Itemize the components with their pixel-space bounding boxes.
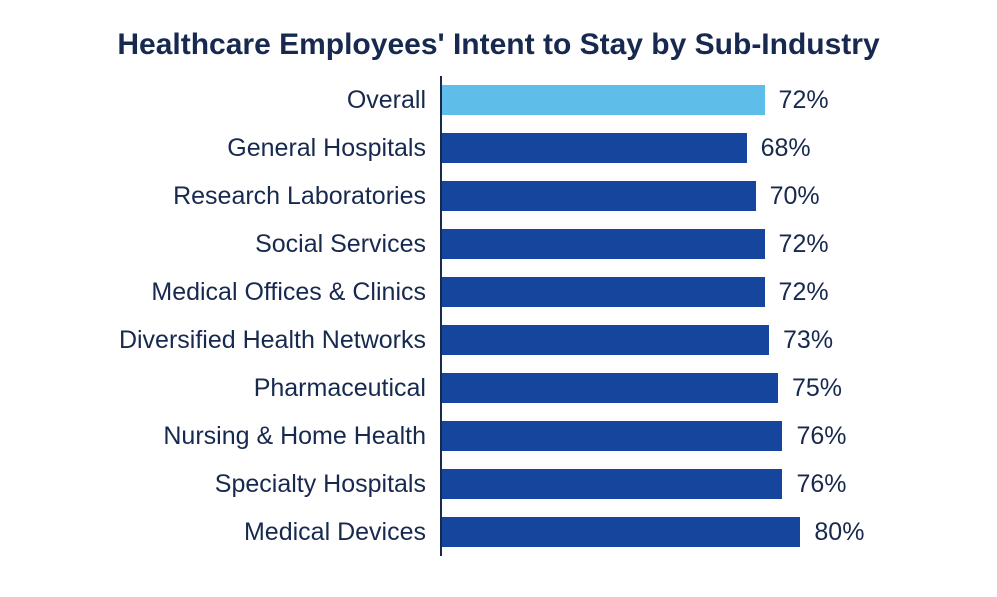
- bar-wrap: 76%: [440, 412, 937, 460]
- bar-wrap: 73%: [440, 316, 937, 364]
- bar-wrap: 70%: [440, 172, 937, 220]
- bars-area: Overall 72% General Hospitals 68% Research L…: [60, 76, 937, 556]
- row-label: Medical Devices: [60, 518, 440, 547]
- chart-row: General Hospitals 68%: [60, 124, 937, 172]
- bar-wrap: 75%: [440, 364, 937, 412]
- bar-wrap: 72%: [440, 220, 937, 268]
- bar: [442, 373, 778, 403]
- chart-row: Specialty Hospitals 76%: [60, 460, 937, 508]
- chart-container: Healthcare Employees' Intent to Stay by …: [0, 0, 997, 597]
- value-label: 75%: [792, 374, 842, 403]
- bar: [442, 133, 747, 163]
- value-label: 72%: [779, 86, 829, 115]
- row-label: Nursing & Home Health: [60, 422, 440, 451]
- row-label: Overall: [60, 86, 440, 115]
- chart-row: Medical Devices 80%: [60, 508, 937, 556]
- bar-wrap: 76%: [440, 460, 937, 508]
- bar: [442, 229, 765, 259]
- row-label: Specialty Hospitals: [60, 470, 440, 499]
- value-label: 68%: [761, 134, 811, 163]
- chart-row: Diversified Health Networks 73%: [60, 316, 937, 364]
- bar: [442, 85, 765, 115]
- bar: [442, 181, 756, 211]
- bar: [442, 517, 800, 547]
- value-label: 72%: [779, 278, 829, 307]
- row-label: Social Services: [60, 230, 440, 259]
- value-label: 76%: [796, 470, 846, 499]
- chart-row: Nursing & Home Health 76%: [60, 412, 937, 460]
- chart-row: Pharmaceutical 75%: [60, 364, 937, 412]
- value-label: 73%: [783, 326, 833, 355]
- row-label: General Hospitals: [60, 134, 440, 163]
- value-label: 80%: [814, 518, 864, 547]
- row-label: Pharmaceutical: [60, 374, 440, 403]
- bar: [442, 277, 765, 307]
- bar-wrap: 68%: [440, 124, 937, 172]
- row-label: Medical Offices & Clinics: [60, 278, 440, 307]
- chart-row: Medical Offices & Clinics 72%: [60, 268, 937, 316]
- bar-wrap: 72%: [440, 268, 937, 316]
- chart-row: Overall 72%: [60, 76, 937, 124]
- bar: [442, 421, 782, 451]
- value-label: 72%: [779, 230, 829, 259]
- chart-title: Healthcare Employees' Intent to Stay by …: [60, 28, 937, 62]
- row-label: Diversified Health Networks: [60, 326, 440, 355]
- value-label: 70%: [770, 182, 820, 211]
- chart-row: Research Laboratories 70%: [60, 172, 937, 220]
- value-label: 76%: [796, 422, 846, 451]
- bar: [442, 325, 769, 355]
- bar: [442, 469, 782, 499]
- row-label: Research Laboratories: [60, 182, 440, 211]
- bar-wrap: 72%: [440, 76, 937, 124]
- bar-wrap: 80%: [440, 508, 937, 556]
- chart-row: Social Services 72%: [60, 220, 937, 268]
